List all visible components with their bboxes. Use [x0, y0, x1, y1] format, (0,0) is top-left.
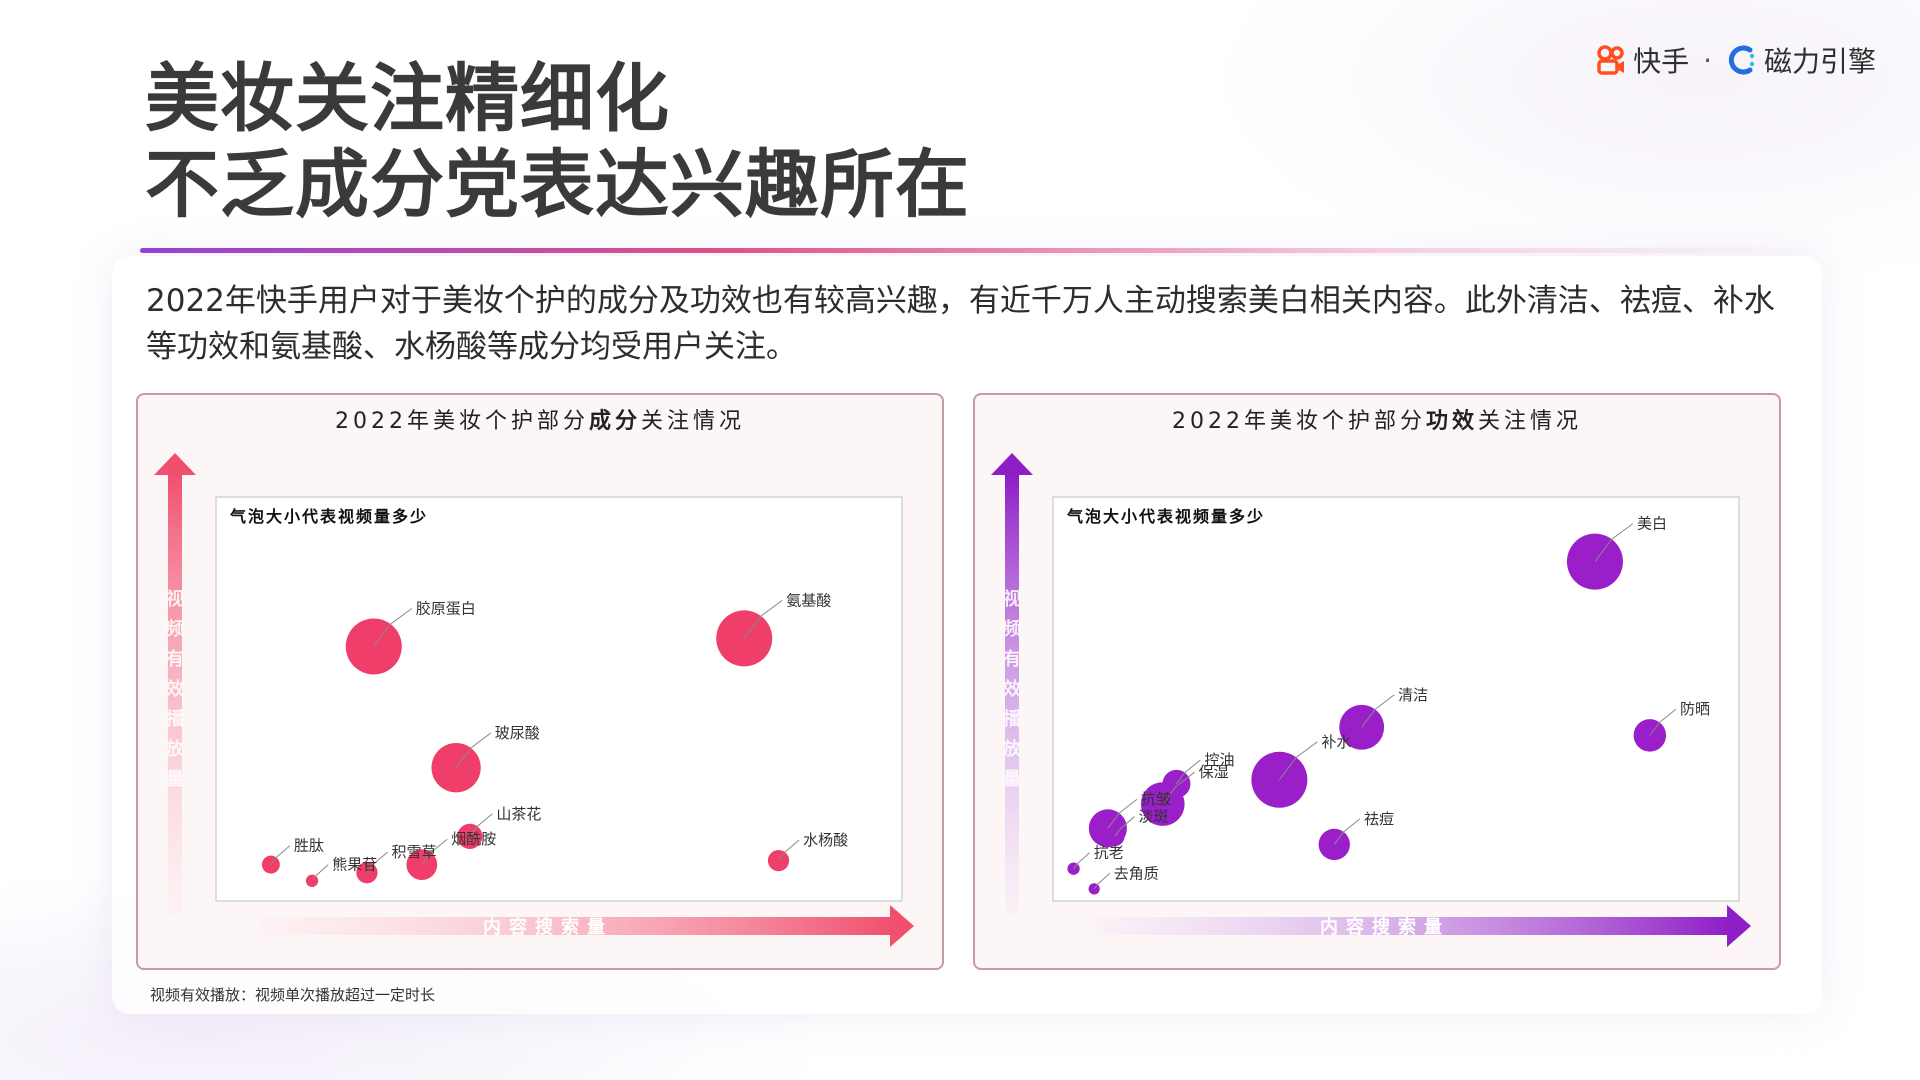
cili-engine-logo-icon: [1728, 45, 1755, 75]
bubble-label: 山茶花: [496, 805, 541, 823]
bubble-leader-line: [1361, 694, 1395, 728]
title-accent-line: [140, 248, 1800, 253]
footnote: 视频有效播放：视频单次播放超过一定时长: [150, 986, 436, 1004]
bubble-label: 氨基酸: [786, 591, 831, 609]
bubble-leader-line: [1594, 523, 1634, 562]
y-axis-label-char: 视: [1003, 588, 1021, 610]
bubble-氨基酸: [716, 610, 773, 667]
y-axis-arrow-shaft: [1005, 475, 1019, 915]
bubble-美白: [1566, 533, 1623, 590]
y-axis-label-char: 效: [166, 678, 185, 700]
bubble-leader-line: [373, 608, 413, 647]
bubble-leader-line: [1649, 708, 1677, 736]
brand-name-kuaishou: 快手: [1633, 45, 1690, 78]
bubble-label: 保湿: [1199, 763, 1229, 781]
title-line-2: 不乏成分党表达兴趣所在: [145, 142, 970, 228]
y-axis-label-char: 量: [1003, 768, 1021, 790]
bubble-label: 胜肽: [294, 837, 324, 855]
bubble-leader-line: [778, 839, 800, 861]
chart-title-suffix: 关注情况: [641, 409, 746, 434]
bubble-label: 积雪草: [392, 843, 437, 861]
brand-name-cili: 磁力引擎: [1763, 45, 1876, 78]
bubble-label: 玻尿酸: [495, 724, 540, 742]
efficacy-chart-title: 2022年美妆个护部分功效关注情况: [975, 403, 1779, 435]
bubble-leader-line: [1278, 741, 1318, 781]
x-axis-label: 内容搜索量: [483, 916, 613, 938]
bubble-淡斑: [1104, 826, 1125, 847]
page-title: 美妆关注精细化 不乏成分党表达兴趣所在: [145, 56, 970, 228]
bubble-label: 控油: [1204, 751, 1234, 769]
bubble-label: 水杨酸: [803, 831, 848, 849]
bubble-leader-line: [1176, 759, 1201, 785]
bubble-leader-line: [311, 864, 329, 882]
x-axis-arrow-shaft: [1095, 917, 1729, 935]
bubble-label: 去角质: [1114, 864, 1159, 882]
bubble-leader-line: [743, 599, 783, 639]
y-axis-label-char: 量: [166, 768, 184, 790]
chart-title-prefix: 2022年美妆个护部分: [334, 409, 589, 434]
bubble-label: 胶原蛋白: [416, 599, 476, 617]
bubble-leader-line: [1107, 798, 1138, 829]
y-axis-label-char: 放: [165, 738, 185, 760]
y-axis-arrow-shaft: [168, 475, 182, 915]
bubble-leader-line: [1162, 771, 1195, 805]
bubble-leader-line: [455, 732, 492, 768]
chart-title-suffix: 关注情况: [1478, 409, 1583, 434]
bubble-label: 抗老: [1094, 844, 1124, 862]
x-axis-arrow-shaft: [258, 917, 892, 935]
y-axis-label-char: 播: [166, 708, 185, 730]
bubble-leader-line: [1093, 872, 1111, 890]
chart-title-bold: 成分: [588, 409, 641, 434]
bubble-熊果苷: [305, 874, 319, 887]
bubble-label: 补水: [1321, 733, 1351, 751]
brand-logos: 快手 · 磁力引擎: [1595, 40, 1876, 80]
chart-title-prefix: 2022年美妆个护部分: [1171, 409, 1426, 434]
plot-area: [215, 496, 903, 902]
bubble-leader-line: [270, 845, 291, 865]
title-line-1: 美妆关注精细化: [145, 56, 670, 142]
y-axis-label-char: 视: [166, 588, 184, 610]
efficacy-chart-panel: 2022年美妆个护部分功效关注情况 视频有效播放量内容搜索量 气泡大小代表视频量多…: [973, 393, 1781, 970]
y-axis-label-char: 效: [1003, 678, 1022, 700]
y-axis-arrow-head: [154, 453, 196, 475]
y-axis-label-char: 频: [166, 618, 184, 640]
y-axis-label-char: 有: [166, 648, 184, 670]
x-axis-label: 内容搜索量: [1320, 916, 1450, 938]
y-axis-label-char: 放: [1002, 738, 1022, 760]
x-axis-arrow-head: [890, 905, 914, 947]
brand-separator: ·: [1703, 43, 1712, 77]
bubble-leader-line: [469, 813, 493, 837]
bubble-size-note: 气泡大小代表视频量多少: [229, 507, 428, 526]
bubble-leader-line: [1333, 818, 1361, 845]
bubble-label: 祛痘: [1364, 810, 1394, 828]
bubble-label: 烟酰胺: [451, 830, 496, 848]
y-axis-label-char: 有: [1003, 648, 1021, 670]
bubble-leader-line: [1114, 816, 1135, 837]
chart-title-bold: 功效: [1425, 409, 1478, 434]
y-axis-label-char: 频: [1003, 618, 1021, 640]
bubble-leader-line: [421, 838, 448, 865]
x-axis-arrow-head: [1727, 905, 1751, 947]
bubble-leader-line: [1073, 852, 1091, 869]
bubble-leader-line: [366, 851, 388, 874]
bubble-size-note: 气泡大小代表视频量多少: [1066, 507, 1265, 526]
bubble-label: 防晒: [1680, 700, 1710, 718]
y-axis-label-char: 播: [1003, 708, 1022, 730]
bubble-label: 淡斑: [1139, 808, 1169, 826]
ingredient-chart-panel: 2022年美妆个护部分成分关注情况 视频有效播放量内容搜索量 气泡大小代表视频量多…: [136, 393, 944, 970]
bubble-label: 熊果苷: [332, 856, 377, 874]
kuaishou-logo-icon: [1597, 45, 1625, 75]
intro-paragraph: 2022年快手用户对于美妆个护的成分及功效也有较高兴趣，有近千万人主动搜索美白相…: [146, 283, 1775, 365]
y-axis-arrow-head: [991, 453, 1033, 475]
bubble-label: 清洁: [1398, 686, 1428, 704]
bubble-胜肽: [261, 855, 280, 874]
ingredient-chart-title: 2022年美妆个护部分成分关注情况: [138, 403, 942, 435]
bubble-清洁: [1339, 704, 1385, 750]
plot-area: [1052, 496, 1740, 902]
bubble-label: 美白: [1637, 515, 1667, 533]
bubble-label: 抗皱: [1141, 790, 1171, 808]
bubble-保湿: [1140, 782, 1185, 826]
